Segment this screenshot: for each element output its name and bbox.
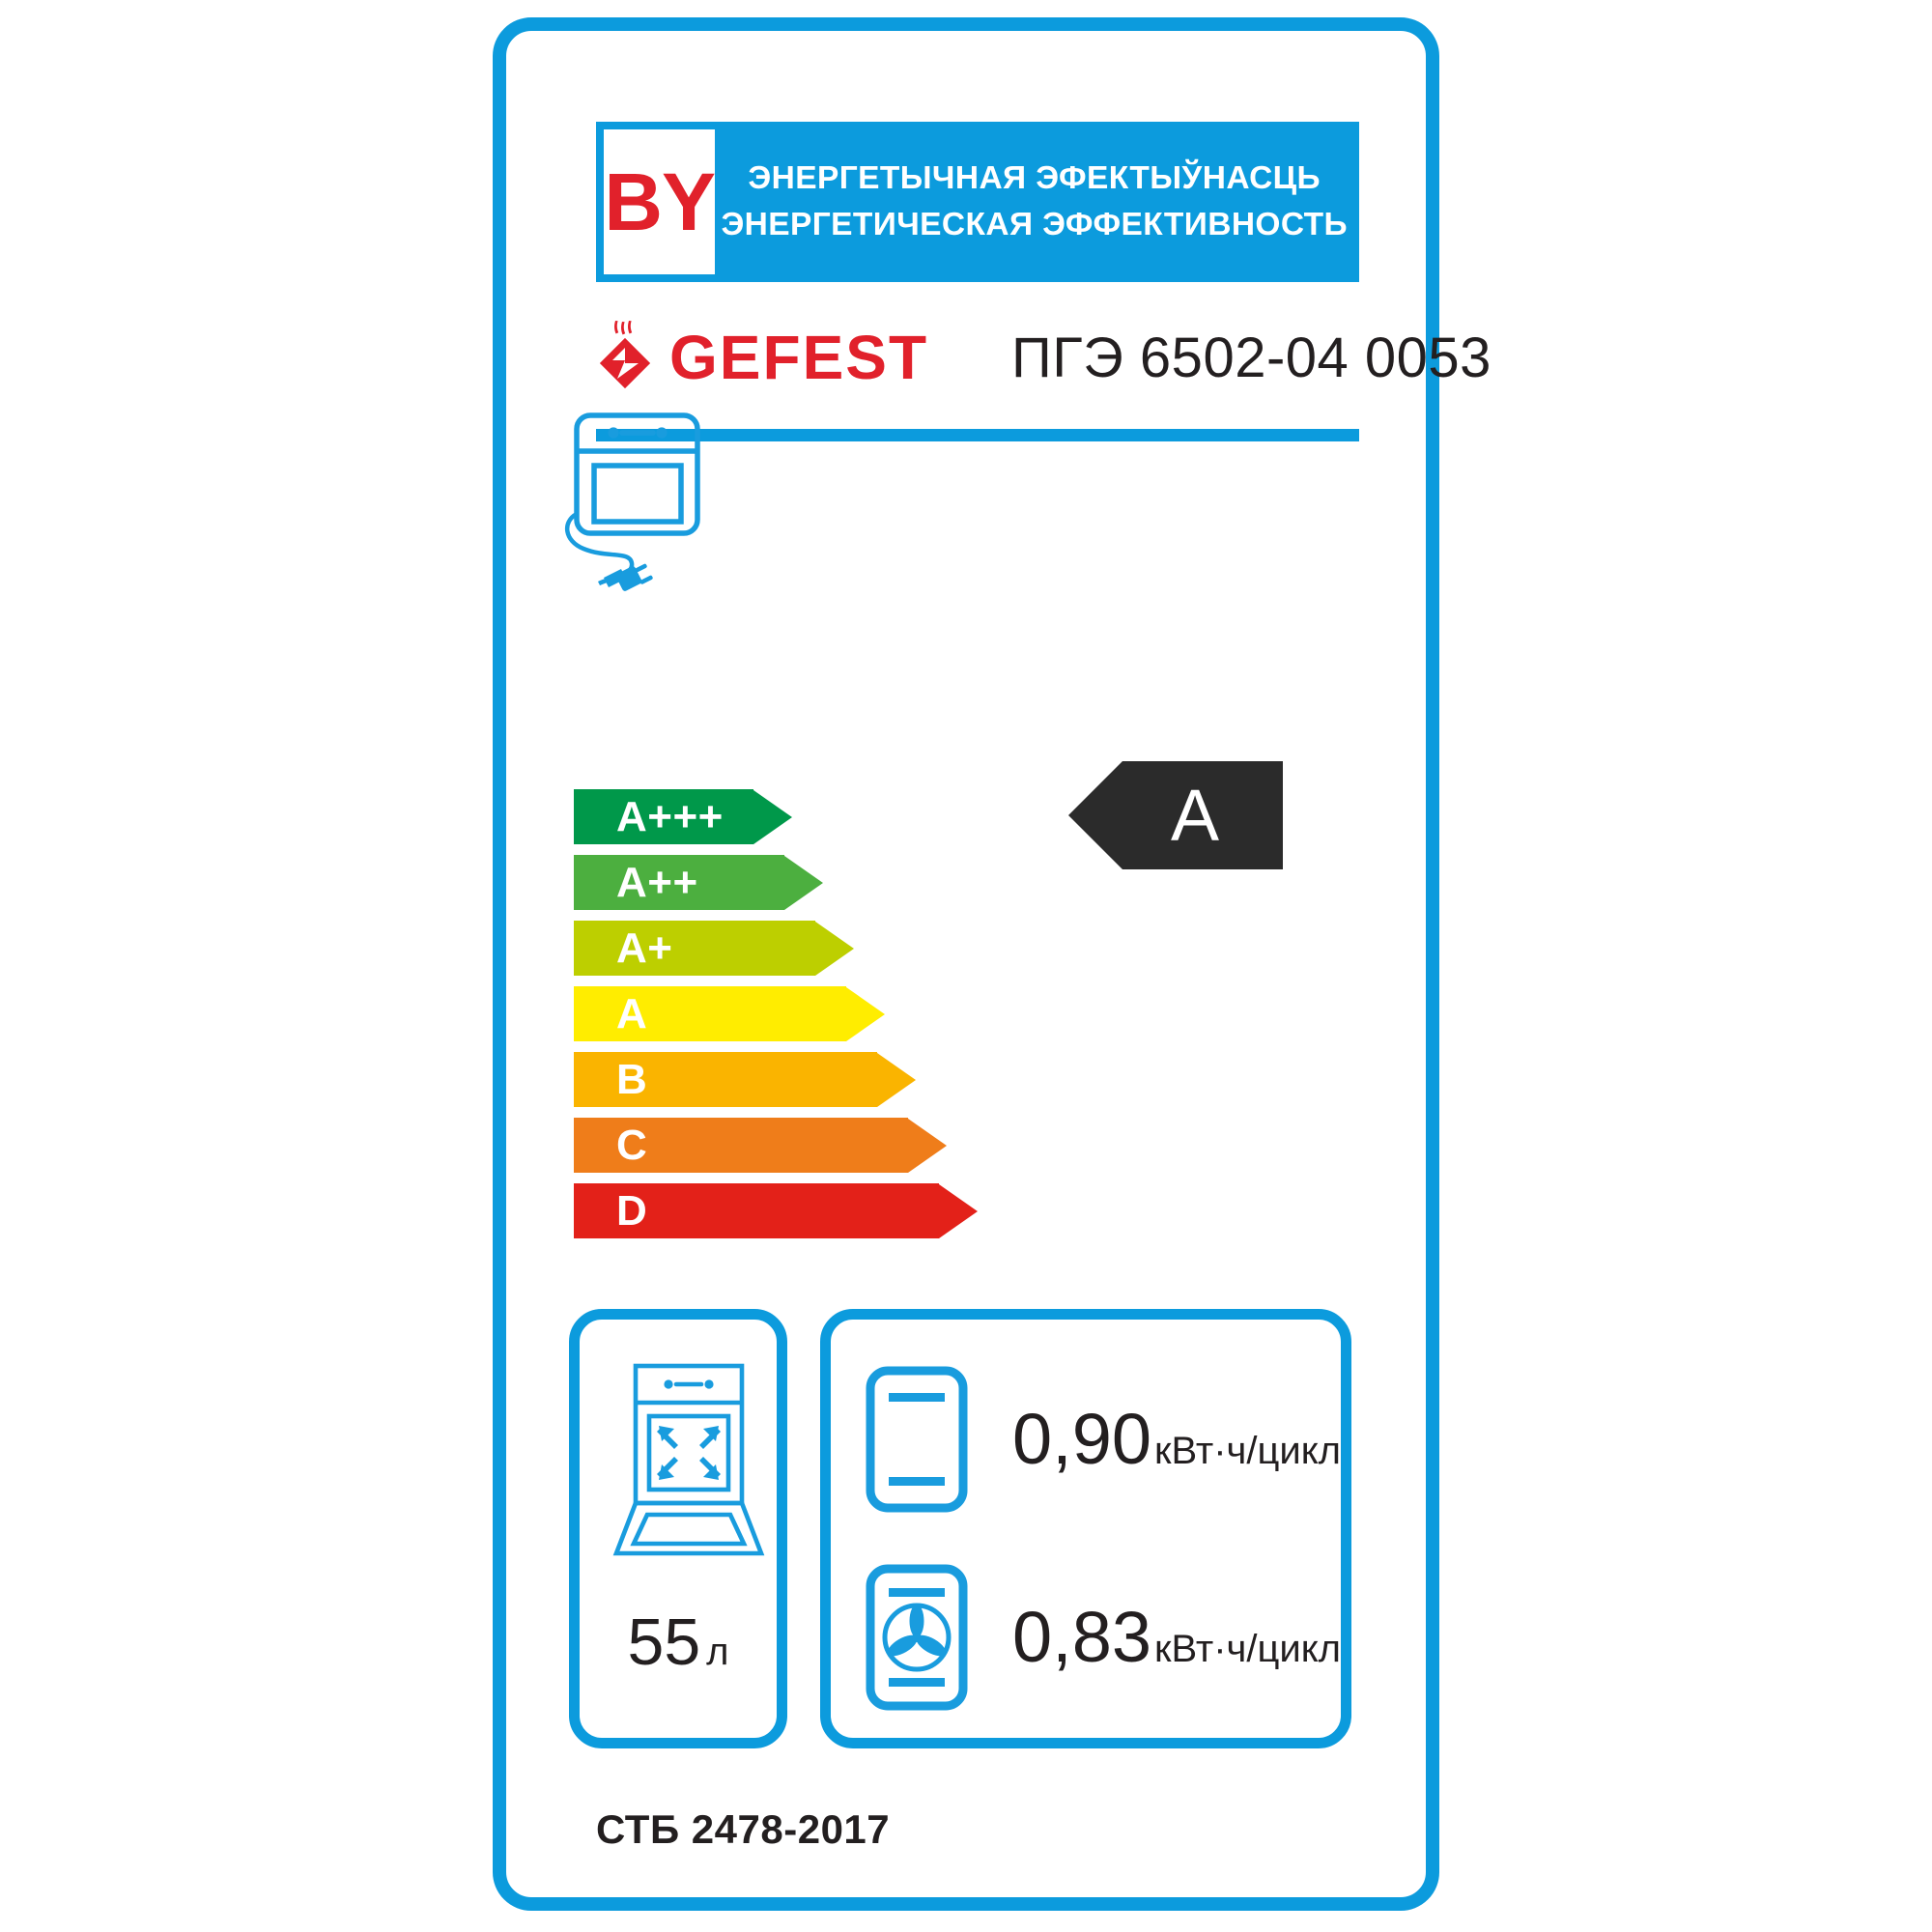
energy-class-label-3: A <box>616 989 648 1037</box>
header-title-russian: ЭНЕРГЕТИЧЕСКАЯ ЭФФЕКТИВНОСТЬ <box>721 207 1348 242</box>
energy-class-bar-6: D <box>574 1183 978 1238</box>
energy-class-row-6: D <box>574 1183 980 1238</box>
energy-class-label-4: B <box>616 1055 648 1103</box>
country-code-box: BY <box>604 129 716 274</box>
energy-class-row-5: C <box>574 1118 980 1173</box>
volume-panel: 55 л <box>569 1309 787 1748</box>
bar-tip <box>815 921 854 976</box>
energy-class-label-5: C <box>616 1121 648 1169</box>
rated-class-arrow: A <box>1068 761 1283 869</box>
bar-body <box>574 1052 877 1107</box>
arrow-nose <box>1068 761 1122 869</box>
bar-body <box>574 986 846 1041</box>
model-number: ПГЭ 6502-04 0053 <box>1011 326 1492 389</box>
bar-tip <box>846 986 885 1041</box>
energy-class-bar-2: A+ <box>574 921 854 976</box>
flame-icon <box>600 321 650 388</box>
header-title-group: ЭНЕРГЕТЫЧНАЯ ЭФЕКТЫЎНАСЦЬ ЭНЕРГЕТИЧЕСКАЯ… <box>715 122 1359 282</box>
energy-class-row-1: A++ <box>574 855 980 910</box>
energy-class-bar-4: B <box>574 1052 916 1107</box>
plug-icon <box>604 563 653 591</box>
energy-class-bar-1: A++ <box>574 855 823 910</box>
energy-class-label-6: D <box>616 1186 648 1235</box>
bar-tip <box>877 1052 916 1107</box>
bottom-panels: 55 л 0,90 кВт·ч/цикл <box>569 1309 1351 1748</box>
arrow-tail <box>1122 761 1283 869</box>
consumption-value-conventional: 0,90 <box>1012 1399 1152 1479</box>
header-band: BY ЭНЕРГЕТЫЧНАЯ ЭФЕКТЫЎНАСЦЬ ЭНЕРГЕТИЧЕС… <box>596 122 1359 282</box>
bar-tip <box>908 1118 947 1173</box>
consumption-unit-fanforced: кВт·ч/цикл <box>1154 1628 1342 1670</box>
rated-class-letter: A <box>1170 774 1220 856</box>
electric-oven-with-plug-icon <box>565 412 700 591</box>
consumption-text-conventional: 0,90 кВт·ч/цикл <box>1012 1404 1341 1475</box>
header-title-belarusian: ЭНЕРГЕТЫЧНАЯ ЭФЕКТЫЎНАСЦЬ <box>748 160 1321 197</box>
energy-class-bar-3: A <box>574 986 885 1041</box>
oven-capacity-icon <box>612 1363 765 1556</box>
bar-body <box>574 921 815 976</box>
brand-divider <box>596 429 1359 441</box>
bar-body <box>574 855 784 910</box>
consumption-value-fanforced: 0,83 <box>1012 1597 1152 1677</box>
volume-value: 55 <box>627 1605 701 1679</box>
fan-forced-convection-icon <box>866 1564 968 1711</box>
energy-class-row-3: A <box>574 986 980 1041</box>
consumption-unit-conventional: кВт·ч/цикл <box>1154 1430 1342 1472</box>
volume-value-group: 55 л <box>580 1609 777 1675</box>
label-frame: BY ЭНЕРГЕТЫЧНАЯ ЭФЕКТЫЎНАСЦЬ ЭНЕРГЕТИЧЕС… <box>493 17 1491 1911</box>
standard-reference: СТБ 2478-2017 <box>596 1806 891 1852</box>
bar-body <box>574 789 753 844</box>
bar-body <box>574 1118 908 1173</box>
country-code-label: BY <box>604 156 716 247</box>
bar-tip <box>784 855 823 910</box>
consumption-panel: 0,90 кВт·ч/цикл <box>820 1309 1351 1748</box>
energy-class-label-2: A+ <box>616 923 673 972</box>
consumption-row-conventional: 0,90 кВт·ч/цикл <box>866 1366 1341 1513</box>
bar-tip <box>939 1183 978 1238</box>
conventional-heating-icon <box>866 1366 968 1513</box>
expand-arrows-icon <box>657 1426 721 1480</box>
consumption-text-fanforced: 0,83 кВт·ч/цикл <box>1012 1602 1341 1673</box>
brand-name: GEFEST <box>669 323 929 392</box>
energy-class-label-1: A++ <box>616 858 698 906</box>
energy-class-label-0: A+++ <box>616 792 724 840</box>
consumption-row-fanforced: 0,83 кВт·ч/цикл <box>866 1564 1341 1711</box>
bar-tip <box>753 789 792 844</box>
energy-class-row-4: B <box>574 1052 980 1107</box>
fan-blades <box>888 1605 946 1657</box>
energy-class-bar-0: A+++ <box>574 789 792 844</box>
energy-class-row-0: A+++ <box>574 789 980 844</box>
brand-row: GEFEST ПГЭ 6502-04 0053 <box>596 309 1491 406</box>
bar-body <box>574 1183 939 1238</box>
brand-logo: GEFEST <box>596 321 928 394</box>
energy-class-bar-5: C <box>574 1118 947 1173</box>
energy-class-row-2: A+ <box>574 921 980 976</box>
energy-class-scale: A+++ A++ A+ <box>574 789 980 1249</box>
volume-unit: л <box>706 1631 729 1673</box>
